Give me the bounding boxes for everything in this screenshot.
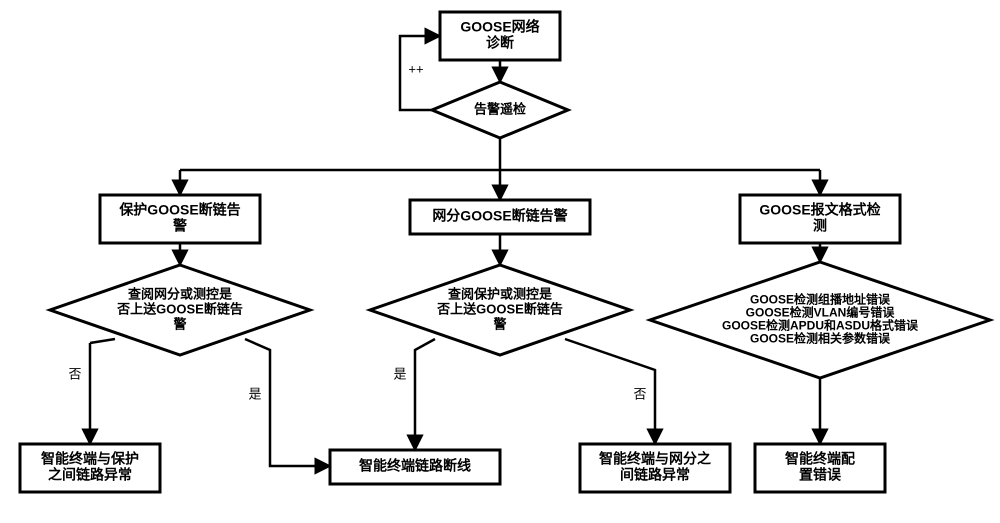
node-rect-term_protect_abn: 智能终端与保护之间链路异常 [20,444,160,492]
node-rect-protect_break: 保护GOOSE断链告警 [100,195,260,243]
node-label: 网分GOOSE断链告警 [432,208,567,224]
node-rect-netana_break: 网分GOOSE断链告警 [410,200,590,234]
edge-label: 否 [68,366,81,381]
node-label: 否上送GOOSE断链告 [116,301,243,316]
node-label: GOOSE检测组播地址错误 [750,292,891,307]
node-label: GOOSE检测相关参数错误 [750,331,891,346]
edge-label: 是 [393,366,406,381]
node-rect-term_link_broken: 智能终端链路断线 [330,450,500,484]
node-label: 告警遥检 [474,101,526,116]
node-diamond-goose_errs: GOOSE检测组播地址错误GOOSE检测VLAN编号错误GOOSE检测APDU和… [650,262,990,378]
node-label: 诊断 [486,35,514,51]
node-rect-start: GOOSE网络诊断 [440,12,560,60]
edge-13 [415,339,435,450]
node-rect-term_cfg_err: 智能终端配置错误 [755,444,885,492]
node-rect-term_netana_abn: 智能终端与网分之间链路异常 [580,444,730,492]
edge-11 [90,339,115,343]
node-label: 保护GOOSE断链告 [118,202,240,218]
edge-label: 否 [633,386,646,401]
node-label: 测 [813,218,827,234]
node-diamond-check_protect: 查阅保护或测控是否上送GOOSE断链告警 [370,265,630,355]
node-label: 警 [493,316,506,331]
node-label: 智能终端与网分之 [598,451,711,467]
node-label: 查阅网分或测控是 [127,286,233,301]
node-diamond-alarm_check: 告警遥检 [432,82,568,138]
node-label: 置错误 [799,467,842,483]
node-label: 警 [173,218,187,234]
node-label: 智能终端配 [784,451,855,467]
node-label: GOOSE报文格式检 [759,202,880,218]
node-label: 警 [173,316,186,331]
node-rect-goose_fmt: GOOSE报文格式检测 [740,195,900,243]
node-diamond-check_netana: 查阅网分或测控是否上送GOOSE断链告警 [50,265,310,355]
node-label: GOOSE检测APDU和ASDU格式错误 [722,318,919,333]
node-label: GOOSE检测VLAN编号错误 [746,305,896,320]
node-label: 智能终端链路断线 [358,458,471,474]
edge-label: 是 [248,386,261,401]
node-label: 智能终端与保护 [40,451,139,467]
node-label: 间链路异常 [620,467,690,483]
node-label: 之间链路异常 [48,467,132,483]
edge-12 [245,339,330,466]
node-label: 否上送GOOSE断链告 [436,301,563,316]
node-label: 查阅保护或测控是 [447,286,553,301]
flowchart-canvas: ++否是是否 GOOSE网络诊断告警遥检保护GOOSE断链告警网分GOOSE断链… [0,0,1000,523]
node-label: GOOSE网络 [460,19,539,35]
edge-label: ++ [408,61,423,76]
